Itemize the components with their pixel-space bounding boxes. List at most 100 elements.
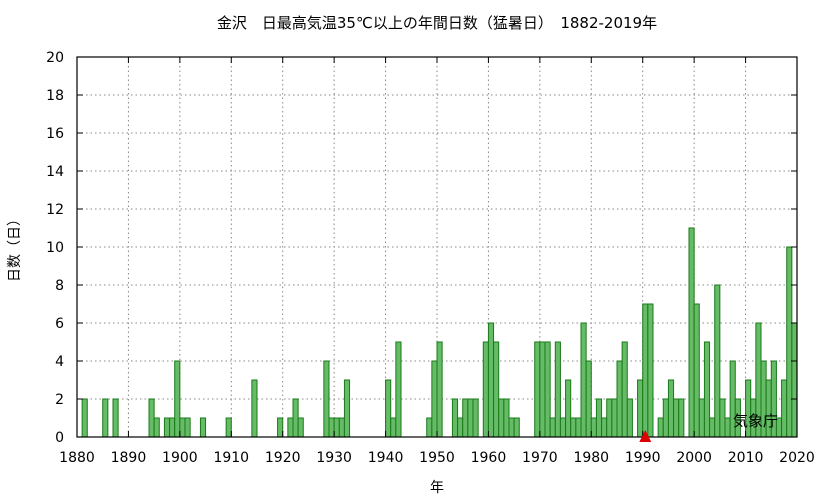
- bar: [487, 322, 495, 438]
- bar: [626, 398, 633, 438]
- y-tick-label: 2: [55, 392, 64, 408]
- bar: [508, 417, 515, 438]
- bar: [102, 398, 109, 438]
- y-tick-label: 16: [46, 126, 64, 142]
- bar: [148, 398, 155, 438]
- x-tick-label: 1970: [522, 450, 558, 466]
- ticks: 1880 1890 1900 1910 1920 1930 1940 1950 1960 1970…: [46, 50, 815, 466]
- marker: [639, 430, 652, 442]
- bar: [616, 360, 623, 438]
- bar: [199, 417, 207, 438]
- bar: [493, 341, 500, 438]
- x-tick-label: 1980: [573, 450, 609, 466]
- bar: [637, 379, 644, 438]
- bar: [565, 379, 572, 438]
- bar: [513, 417, 520, 438]
- bar: [570, 417, 577, 438]
- bar: [333, 417, 340, 438]
- bar: [647, 303, 654, 438]
- bar: [385, 379, 392, 438]
- bar: [292, 398, 299, 438]
- y-tick-label: 10: [46, 240, 64, 256]
- bar: [251, 379, 258, 438]
- bar: [153, 417, 160, 438]
- bar: [724, 417, 731, 438]
- bar: [580, 322, 587, 438]
- marker-triangle: [639, 430, 652, 442]
- x-tick-label: 1900: [162, 450, 198, 466]
- x-axis-label: 年: [430, 480, 444, 496]
- x-tick-label: 1890: [111, 450, 147, 466]
- bar: [436, 341, 443, 438]
- bar: [426, 417, 433, 438]
- bar: [498, 398, 505, 438]
- bar: [688, 227, 695, 438]
- bar: [457, 417, 464, 438]
- bar: [662, 398, 669, 438]
- bar: [472, 398, 479, 438]
- bar: [482, 341, 489, 438]
- bar: [673, 398, 680, 438]
- y-tick-label: 4: [55, 354, 64, 370]
- bars: [81, 227, 798, 438]
- bar: [297, 417, 304, 438]
- bar: [169, 417, 176, 438]
- bar: [390, 417, 397, 438]
- bar: [559, 417, 567, 438]
- bar: [277, 417, 284, 438]
- bar: [184, 417, 191, 438]
- x-tick-label: 2020: [779, 450, 815, 466]
- bar: [667, 379, 675, 438]
- bar: [554, 341, 561, 438]
- y-tick-label: 18: [46, 88, 64, 104]
- x-tick-label: 1880: [59, 450, 95, 466]
- x-tick-label: 2000: [676, 450, 712, 466]
- x-tick-label: 1940: [368, 450, 404, 466]
- bar: [174, 360, 181, 438]
- bar: [611, 398, 618, 438]
- bar: [585, 360, 592, 438]
- y-tick-label: 6: [55, 316, 64, 332]
- x-tick-label: 1910: [213, 450, 249, 466]
- bar: [343, 379, 351, 438]
- bar: [539, 341, 546, 438]
- bar: [575, 417, 582, 438]
- bar: [338, 417, 345, 438]
- bar: [81, 398, 88, 438]
- bar: [395, 341, 402, 438]
- bar: [163, 417, 171, 438]
- source-label: 気象庁: [733, 412, 778, 430]
- bar: [112, 398, 119, 438]
- bar: [606, 398, 613, 438]
- y-tick-label: 0: [55, 430, 64, 446]
- bar: [431, 360, 438, 438]
- bar: [451, 398, 459, 438]
- bar: [544, 341, 551, 438]
- bar: [601, 417, 608, 438]
- bar: [323, 360, 330, 438]
- bar: [709, 417, 716, 438]
- bar: [678, 398, 685, 438]
- bar: [534, 341, 541, 438]
- bar: [225, 417, 232, 438]
- y-tick-label: 8: [55, 278, 64, 294]
- bar: [621, 341, 628, 438]
- bar: [693, 303, 700, 438]
- bar: [549, 417, 556, 438]
- y-tick-label: 14: [46, 164, 64, 180]
- x-tick-label: 1960: [471, 450, 507, 466]
- bar: [791, 322, 798, 438]
- bar: [503, 398, 510, 438]
- bar: [698, 398, 705, 438]
- grid: [77, 57, 797, 437]
- x-tick-label: 1920: [265, 450, 301, 466]
- y-axis-label: 日数（日）: [7, 212, 23, 282]
- bar: [781, 379, 788, 438]
- x-tick-label: 1950: [419, 450, 455, 466]
- bar: [467, 398, 474, 438]
- bar: [714, 284, 721, 438]
- bar: [590, 417, 597, 438]
- x-tick-label: 1930: [316, 450, 352, 466]
